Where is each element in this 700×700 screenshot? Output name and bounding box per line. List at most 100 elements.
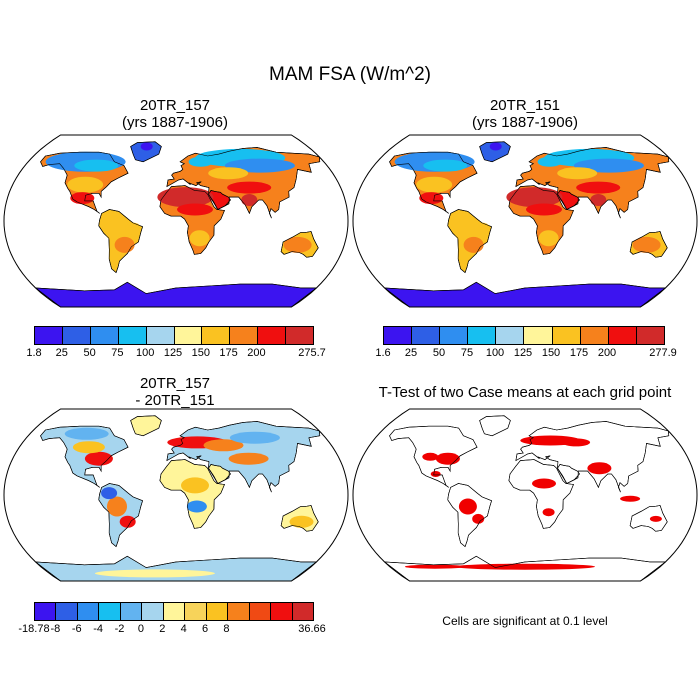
colorbar-swatch — [608, 327, 637, 344]
colorbar-tick-label: 75 — [460, 347, 474, 359]
panel3-title-line1: 20TR_157 — [139, 375, 211, 392]
map-border — [3, 134, 349, 308]
shading-patch — [423, 159, 468, 172]
colorbar-swatch — [120, 603, 143, 620]
landmass-africa — [508, 185, 574, 255]
landmass-arabia — [557, 464, 580, 484]
map-border — [352, 408, 698, 582]
colorbar-swatch — [524, 327, 553, 344]
colorbar-tick-label: 50 — [83, 347, 96, 359]
colorbar-tick-label: -8 — [50, 623, 61, 635]
shading-patch — [74, 159, 119, 172]
landmass-north-america — [389, 151, 478, 214]
colorbar-tick-label: 25 — [404, 347, 418, 359]
colorbar-panel-3 — [34, 602, 314, 621]
colorbar-tick-label: 0 — [137, 623, 144, 635]
colorbar-tick-label: -2 — [114, 623, 125, 635]
colorbar-swatch — [292, 603, 314, 620]
colorbar-swatch — [35, 327, 63, 344]
map-panel-3 — [3, 408, 349, 582]
colorbar-swatch — [185, 603, 207, 620]
panel2-title-line1: 20TR_151 — [489, 97, 561, 114]
colorbar-swatch — [146, 327, 175, 344]
map-panel-2 — [352, 134, 698, 308]
significance-cell — [422, 452, 439, 461]
colorbar-panel-1 — [34, 326, 314, 345]
colorbar-tick-label: 6 — [202, 623, 209, 635]
landmass-south-america — [447, 483, 492, 548]
shading-patch — [188, 156, 213, 167]
panel4-title: T-Test of two Case means at each grid po… — [378, 384, 672, 401]
shading-patch — [283, 236, 312, 253]
shading-patch — [140, 142, 153, 151]
colorbar-swatch — [206, 603, 229, 620]
colorbar-swatch — [496, 327, 525, 344]
colorbar-tick-label: 125 — [163, 347, 183, 359]
landmass-australia — [280, 231, 319, 258]
landmass-north-america — [40, 425, 129, 488]
colorbar-tick-label: -18.78 — [18, 623, 50, 635]
colorbar-tick-label: 200 — [247, 347, 266, 359]
colorbar-swatch — [271, 603, 293, 620]
landmass-arabia — [557, 190, 580, 210]
panel3-title: 20TR_157 - 20TR_151 — [75, 375, 275, 409]
colorbar-tick-label: 175 — [219, 347, 238, 359]
significance-cell — [472, 513, 485, 524]
landmass-south-america — [98, 209, 143, 274]
shading-patch — [416, 176, 453, 193]
landmass-north-america — [389, 425, 478, 488]
landmass-eurasia — [515, 421, 670, 493]
significance-cell — [455, 563, 595, 570]
significance-cell — [649, 515, 662, 522]
landmass-south-america — [98, 483, 143, 548]
shading-patch — [489, 142, 502, 151]
landmass-australia — [629, 505, 668, 532]
colorbar-swatch — [62, 327, 91, 344]
colorbar-tick-label: 200 — [597, 347, 617, 359]
landmass-greenland — [130, 415, 162, 437]
shading-patch — [67, 176, 104, 193]
colorbar-swatch — [56, 603, 78, 620]
colorbar-swatch — [90, 327, 119, 344]
colorbar-tick-label: 4 — [180, 623, 187, 635]
landmass-arabia — [208, 464, 231, 484]
colorbar-tick-label: -4 — [93, 623, 104, 635]
landmass-africa — [159, 459, 225, 529]
colorbar-swatch — [99, 603, 121, 620]
shading-patch — [203, 439, 244, 452]
panel1-title-line2: (yrs 1887-1906) — [122, 114, 228, 131]
shading-patch — [125, 222, 142, 235]
colorbar-tick-label: 275.7 — [298, 347, 326, 359]
colorbar-swatch — [552, 327, 581, 344]
shading-patch — [228, 452, 269, 465]
shading-patch — [177, 203, 213, 216]
panel1-title-line1: 20TR_157 — [139, 97, 211, 114]
map-panel-1 — [3, 134, 349, 308]
shading-patch — [119, 515, 136, 528]
landmass-eurasia — [515, 147, 670, 219]
shading-patch — [557, 167, 598, 180]
shading-patch — [506, 187, 563, 208]
shading-patch — [474, 222, 491, 235]
shading-patch — [208, 167, 249, 180]
colorbar-tick-label: 25 — [55, 347, 68, 359]
shading-patch — [632, 236, 661, 253]
landmass-greenland — [479, 415, 511, 437]
panel1-title: 20TR_157 (yrs 1887-1906) — [75, 97, 275, 131]
landmass-australia — [629, 231, 668, 258]
shading-patch — [94, 569, 215, 578]
shading-patch — [104, 218, 133, 243]
colorbar-tick-label: 2 — [159, 623, 166, 635]
significance-cell — [542, 508, 555, 517]
colorbar-swatch — [230, 327, 259, 344]
colorbar-tick-label: 100 — [485, 347, 505, 359]
shading-patch — [227, 181, 272, 194]
significance-cell — [532, 478, 556, 489]
shading-patch — [186, 500, 207, 513]
significance-cell — [435, 452, 460, 465]
significance-cell — [562, 438, 591, 447]
colorbar-swatch — [412, 327, 441, 344]
shading-patch — [241, 194, 258, 206]
colorbar-tick-label: 125 — [513, 347, 533, 359]
panel2-title-line2: (yrs 1887-1906) — [472, 114, 578, 131]
